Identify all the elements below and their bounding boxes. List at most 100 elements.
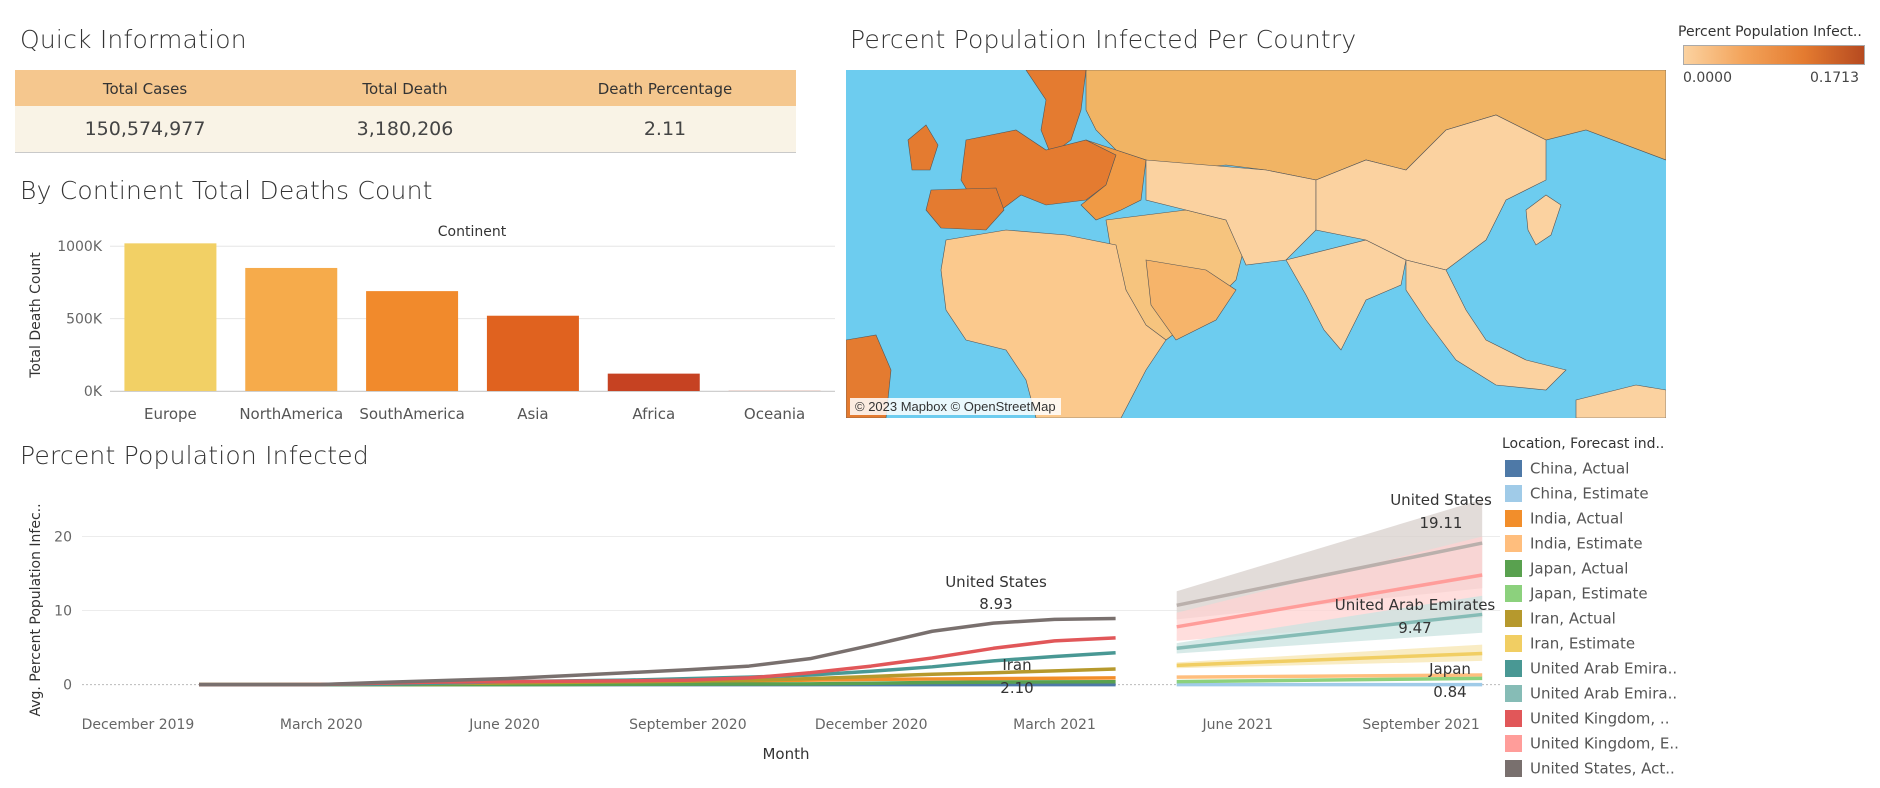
annotation-japan-value: 0.84 xyxy=(1433,683,1466,701)
legend-item[interactable]: China, Actual xyxy=(1505,459,1629,479)
legend-item[interactable]: Japan, Actual xyxy=(1505,559,1628,579)
legend-label: United Kingdom, .. xyxy=(1530,709,1670,728)
annotation-us-estimate-value: 19.11 xyxy=(1420,514,1463,532)
legend-label: India, Estimate xyxy=(1530,534,1643,553)
legend-item[interactable]: United Arab Emira.. xyxy=(1505,684,1677,704)
legend-swatch xyxy=(1505,460,1522,477)
continent-bar-africa[interactable] xyxy=(607,373,700,391)
legend-item[interactable]: United States, Act.. xyxy=(1505,759,1675,779)
legend-item[interactable]: Iran, Estimate xyxy=(1505,634,1635,654)
map-region-australia[interactable] xyxy=(1575,384,1666,418)
map-region-iberia[interactable] xyxy=(925,187,1005,231)
kpi-header-death-percentage: Death Percentage xyxy=(597,80,733,98)
legend-item[interactable]: India, Estimate xyxy=(1505,534,1643,554)
line-x-tick-label: December 2019 xyxy=(82,717,195,733)
legend-item[interactable]: India, Actual xyxy=(1505,509,1623,529)
annotation-uae-name: United Arab Emirates xyxy=(1335,596,1496,614)
map-legend-min: 0.0000 xyxy=(1683,70,1732,86)
kpi-value-total-cases[interactable]: 150,574,977 xyxy=(84,118,206,140)
continent-gridlines xyxy=(110,245,835,392)
line-x-ticks: December 2019 March 2020 June 2020 Septembe… xyxy=(82,717,1480,733)
legend-label: Japan, Actual xyxy=(1530,559,1629,578)
line-x-tick-label: September 2021 xyxy=(1362,717,1479,733)
continent-x-label: SouthAmerica xyxy=(359,405,464,423)
kpi-header-row: Total Cases Total Death Death Percentage xyxy=(15,70,796,106)
legend-label: China, Estimate xyxy=(1530,484,1649,503)
line-series[interactable] xyxy=(1176,541,1483,608)
kpi-value-death-percentage[interactable]: 2.11 xyxy=(643,118,687,140)
legend-swatch xyxy=(1505,685,1522,702)
legend-label: United Arab Emira.. xyxy=(1530,659,1678,678)
continent-x-label: Europe xyxy=(144,405,197,423)
kpi-header-total-cases: Total Cases xyxy=(102,80,188,98)
legend-swatch xyxy=(1505,535,1522,552)
legend-swatch xyxy=(1505,710,1522,727)
line-series[interactable] xyxy=(1176,573,1483,629)
map-region-japan[interactable] xyxy=(1525,194,1562,246)
continent-bar-northamerica[interactable] xyxy=(245,267,338,391)
legend-swatch xyxy=(1505,485,1522,502)
continent-bar-southamerica[interactable] xyxy=(366,291,459,391)
legend-label: China, Actual xyxy=(1530,459,1630,478)
continent-y-tick-label: 0K xyxy=(84,384,103,400)
line-series[interactable] xyxy=(1176,676,1483,684)
continent-y-tick-label: 500K xyxy=(66,312,103,328)
legend-item[interactable]: China, Estimate xyxy=(1505,484,1649,504)
continent-bar-asia[interactable] xyxy=(486,315,579,391)
line-y-axis-label: Avg. Percent Population Infec.. xyxy=(28,503,44,716)
kpi-header-total-death: Total Death xyxy=(362,80,448,98)
legend-item[interactable]: United Kingdom, E.. xyxy=(1505,734,1679,754)
map-region-south-america[interactable] xyxy=(846,334,892,418)
line-series[interactable] xyxy=(199,616,1116,687)
line-y-tick-label: 0 xyxy=(63,678,72,694)
continent-x-labels: Europe NorthAmerica SouthAmerica Asia Africa… xyxy=(144,405,805,423)
kpi-value-total-death[interactable]: 3,180,206 xyxy=(356,118,454,140)
legend-swatch xyxy=(1505,610,1522,627)
annotation-japan-name: Japan xyxy=(1428,660,1471,678)
legend-label: India, Actual xyxy=(1530,509,1624,528)
legend-item[interactable]: United Kingdom, .. xyxy=(1505,709,1669,729)
line-y-ticks: 0 10 20 xyxy=(54,529,72,693)
kpi-value-row: 150,574,977 3,180,206 2.11 xyxy=(15,106,796,153)
map-region-arabia[interactable] xyxy=(1145,259,1237,341)
legend-swatch xyxy=(1505,585,1522,602)
legend-swatch xyxy=(1505,635,1522,652)
line-x-tick-label: September 2020 xyxy=(629,717,746,733)
continent-y-tick-label: 1000K xyxy=(57,239,103,255)
line-series[interactable] xyxy=(1176,651,1483,668)
map-region-east-europe[interactable] xyxy=(1080,139,1147,221)
legend-label: United Arab Emira.. xyxy=(1530,684,1678,703)
map-region-southeast-asia[interactable] xyxy=(1405,259,1567,391)
series-legend-title: Location, Forecast ind.. xyxy=(1502,436,1665,452)
continent-bar-chart: Continent Total Death Count 0K500K1000K … xyxy=(28,224,835,423)
continent-y-ticks: 0K 500K 1000K xyxy=(57,239,103,400)
line-series[interactable] xyxy=(1176,612,1483,651)
line-x-tick-label: June 2021 xyxy=(1202,717,1274,733)
legend-item[interactable]: United Arab Emira.. xyxy=(1505,659,1677,679)
legend-item[interactable]: Iran, Actual xyxy=(1505,609,1616,629)
continent-bar-europe[interactable] xyxy=(124,243,217,391)
legend-swatch xyxy=(1505,560,1522,577)
continent-chart-title: By Continent Total Deaths Count xyxy=(20,176,433,205)
map-region-east-asia[interactable] xyxy=(1315,114,1547,271)
quick-info-title: Quick Information xyxy=(20,25,247,54)
legend-swatch xyxy=(1505,735,1522,752)
annotation-iran-value: 2.10 xyxy=(1000,679,1033,697)
map-legend-gradient xyxy=(1683,45,1865,65)
map-title: Percent Population Infected Per Country xyxy=(850,25,1357,54)
continent-x-label: Africa xyxy=(632,405,675,423)
continent-x-label: NorthAmerica xyxy=(239,405,343,423)
map-region-africa[interactable] xyxy=(940,229,1167,418)
legend-label: Iran, Estimate xyxy=(1530,634,1636,653)
map-legend-max: 0.1713 xyxy=(1810,70,1859,86)
map-region-uk[interactable] xyxy=(907,124,939,171)
legend-item[interactable]: Japan, Estimate xyxy=(1505,584,1648,604)
continent-x-label: Asia xyxy=(517,405,548,423)
annotation-us-actual-value: 8.93 xyxy=(979,595,1012,613)
choropleth-map[interactable] xyxy=(846,70,1666,418)
line-series[interactable] xyxy=(1176,673,1483,679)
map-region-central-asia[interactable] xyxy=(1145,159,1317,266)
legend-swatch xyxy=(1505,760,1522,777)
continent-header: Continent xyxy=(438,224,507,240)
continent-bars xyxy=(124,243,821,391)
